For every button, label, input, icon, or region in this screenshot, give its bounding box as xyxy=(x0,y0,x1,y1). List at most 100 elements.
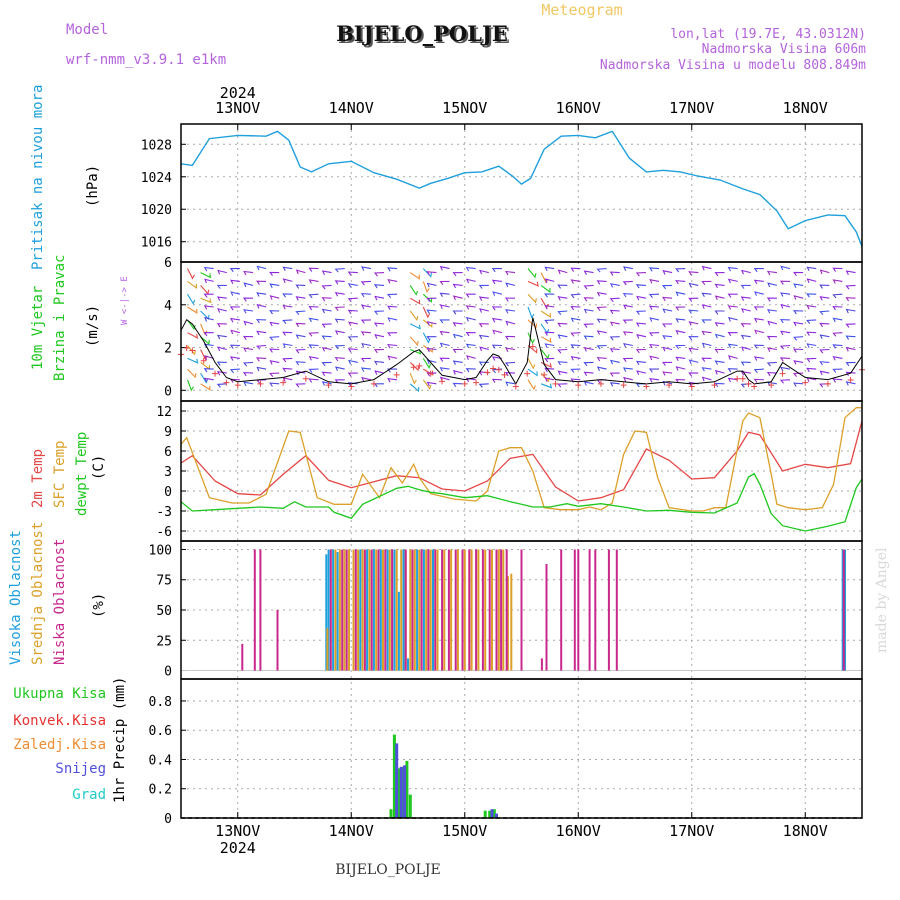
panel-frame-precip xyxy=(180,678,863,819)
wind-barb xyxy=(596,344,607,350)
wind-barb xyxy=(334,379,345,384)
wind-barb xyxy=(540,372,550,383)
cloud-mid-bar xyxy=(443,549,446,671)
wind-barb xyxy=(217,308,227,313)
wind-barb xyxy=(426,282,437,288)
cloud-unit: (%) xyxy=(91,593,107,618)
wind-barb xyxy=(609,382,620,387)
wind-barb xyxy=(540,383,553,389)
wind-barb xyxy=(269,372,280,377)
bottom-day-label-17NOV: 17NOV xyxy=(669,822,714,840)
wind-barb xyxy=(426,359,437,365)
wind-barb xyxy=(727,266,738,272)
gust-marker xyxy=(234,382,241,389)
wind-barb xyxy=(779,280,791,285)
wind-barb xyxy=(308,344,319,349)
wind-barb xyxy=(609,321,620,327)
wind-barb xyxy=(282,278,293,284)
ytick-label-temperature-12: 12 xyxy=(156,405,172,420)
wind-barb xyxy=(845,308,856,314)
wind-barb xyxy=(845,371,856,376)
wind-barb xyxy=(527,332,535,345)
cloud-mid-bar xyxy=(395,549,398,671)
cloud-mid-bar xyxy=(388,549,391,671)
wind-barb xyxy=(845,297,856,302)
wind-barb xyxy=(527,379,536,391)
wind-barb xyxy=(622,292,633,298)
wind-barb xyxy=(255,379,267,384)
wind-barb xyxy=(360,331,371,336)
wind-barb xyxy=(701,342,712,348)
wind-barb xyxy=(622,319,633,324)
wind-barb xyxy=(832,344,843,349)
wind-barb xyxy=(439,342,450,348)
wind-barb xyxy=(714,272,725,277)
legend-graupel: Grad xyxy=(72,787,106,803)
legend-snow: Snijeg xyxy=(55,761,106,777)
temp-2m-line xyxy=(181,420,862,502)
wind-barb xyxy=(479,346,489,352)
wind-barb xyxy=(779,379,791,384)
wind-barb xyxy=(780,330,791,336)
wind-barb xyxy=(387,293,398,299)
ytick-label-cloud-0: 0 xyxy=(164,665,172,680)
wind-barb xyxy=(478,383,489,388)
wind-barb xyxy=(426,271,437,276)
wind-barb xyxy=(387,332,398,337)
gust-marker xyxy=(416,362,423,369)
wind-barb xyxy=(308,317,319,323)
cloud-mid-bar xyxy=(436,549,439,671)
wind-barb xyxy=(701,304,712,309)
cloud-mid-bar xyxy=(418,549,421,671)
wind-barb xyxy=(688,297,699,302)
cloud-low-bar xyxy=(607,549,610,671)
gust-marker xyxy=(847,377,854,384)
wind-barb xyxy=(793,283,804,288)
wind-barb xyxy=(832,368,843,373)
wind-barb xyxy=(793,321,804,327)
cloud-low-bar xyxy=(377,549,380,671)
wind-barb xyxy=(243,270,254,276)
ytick-label-precip-0.4: 0.4 xyxy=(149,753,173,768)
wind-barb xyxy=(492,329,503,335)
wind-label-2: Brzina i Pravac xyxy=(52,255,68,381)
wind-barb xyxy=(308,368,319,373)
temp-label-sfc: SFC Temp xyxy=(52,441,68,508)
wind-barb xyxy=(779,319,791,324)
wind-barb xyxy=(360,319,371,324)
chart-marks: 1016 1020 1024 1028 0 2 4 6 -6 -3 0 3 6 9 12 0 25 50 75 100… xyxy=(141,84,865,857)
wind-barb xyxy=(570,293,581,299)
wind-barb xyxy=(662,371,673,376)
cloud-label-mid: Srednja Oblacnost xyxy=(30,522,46,665)
wind-barb xyxy=(492,291,503,296)
wind-barb xyxy=(242,297,254,302)
wind-barb xyxy=(662,296,673,302)
wind-barb xyxy=(662,335,673,340)
wind-barb xyxy=(308,267,319,272)
wind-barb xyxy=(806,343,817,348)
wind-barb xyxy=(347,283,358,288)
wind-barb xyxy=(387,278,398,284)
wind-barb xyxy=(200,285,210,295)
wind-barb xyxy=(453,369,463,375)
cloud-high-bar xyxy=(844,549,846,671)
wind-barb xyxy=(662,270,673,275)
gust-marker xyxy=(183,344,190,351)
wind-barb xyxy=(187,357,199,364)
gust-marker xyxy=(666,382,673,389)
cloud-mid-bar xyxy=(334,549,337,671)
wind-barb xyxy=(423,368,434,376)
wind-barb xyxy=(596,366,607,372)
temp-label-2m: 2m Temp xyxy=(30,449,46,508)
top-day-label-17NOV: 17NOV xyxy=(669,99,714,117)
lonlat-label: lon,lat (19.7E, 43.0312N) xyxy=(670,27,866,42)
wind-barb xyxy=(452,322,463,327)
wind-barb xyxy=(792,336,804,341)
model-label: Model xyxy=(66,22,108,38)
cloud-low-bar xyxy=(545,564,548,671)
wind-barb xyxy=(504,297,516,302)
gust-marker xyxy=(410,364,417,371)
cloud-high-bar xyxy=(422,549,425,671)
ytick-label-precip-0: 0 xyxy=(164,812,172,827)
